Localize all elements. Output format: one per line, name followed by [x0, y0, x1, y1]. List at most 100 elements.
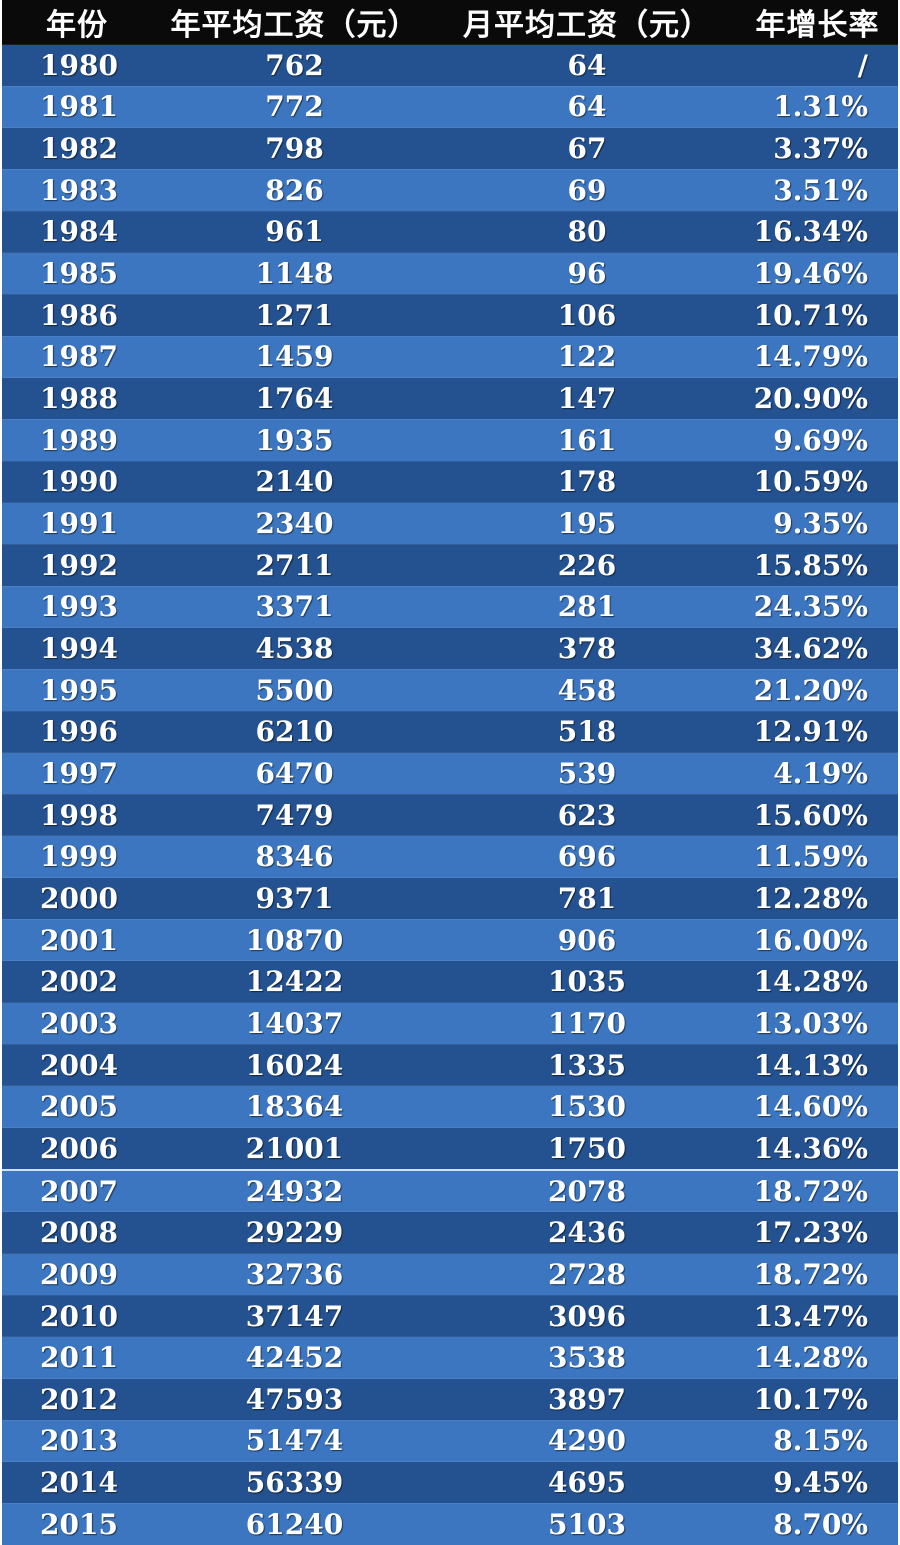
- annual-wage-cell: 826: [152, 168, 437, 212]
- table-row: 1990 2140 178 10.59%: [2, 460, 898, 503]
- year-cell: 2004: [2, 1043, 152, 1086]
- year-cell: 1988: [2, 377, 152, 420]
- growth-rate-cell: 8.70%: [737, 1502, 898, 1545]
- annual-wage-cell: 10870: [152, 918, 437, 961]
- monthly-wage-cell: 539: [437, 752, 737, 795]
- monthly-wage-cell: 96: [437, 252, 737, 295]
- annual-wage-cell: 51474: [152, 1419, 437, 1462]
- growth-rate-cell: 21.20%: [737, 668, 898, 711]
- table-row: 1988 1764 147 20.90%: [2, 377, 898, 420]
- table-row: 1980 762 64/: [2, 44, 898, 87]
- year-cell: 2001: [2, 918, 152, 961]
- growth-rate-cell: 17.23%: [737, 1211, 898, 1254]
- table-row: 1987 1459 122 14.79%: [2, 335, 898, 378]
- header-row: 年份 年平均工资（元） 月平均工资（元） 年增长率: [2, 0, 898, 45]
- growth-rate-cell: 24.35%: [737, 585, 898, 628]
- header-year: 年份: [2, 0, 152, 45]
- annual-wage-cell: 1935: [152, 418, 437, 462]
- growth-rate-cell: 13.47%: [737, 1294, 898, 1337]
- growth-rate-cell: 12.91%: [737, 710, 898, 753]
- table-row: 2006 21001 1750 14.36%: [2, 1127, 898, 1170]
- annual-wage-cell: 1148: [152, 252, 437, 295]
- annual-wage-cell: 42452: [152, 1336, 437, 1379]
- growth-rate-cell: 11.59%: [737, 835, 898, 878]
- table-body: 1980 762 64/1981 772 64 1.31% 1982 798 67 3.37% 19…: [2, 44, 898, 1545]
- year-cell: 2014: [2, 1461, 152, 1504]
- table-row: 1984 961 80 16.34%: [2, 210, 898, 253]
- table-row: 2007 24932 2078 18.72%: [2, 1168, 898, 1212]
- monthly-wage-cell: 67: [437, 127, 737, 170]
- monthly-wage-cell: 906: [437, 918, 737, 961]
- year-cell: 2009: [2, 1253, 152, 1296]
- monthly-wage-cell: 623: [437, 793, 737, 836]
- annual-wage-cell: 772: [152, 85, 437, 128]
- year-cell: 1990: [2, 460, 152, 503]
- table-row: 2012 47593 3897 10.17%: [2, 1378, 898, 1421]
- header-monthly-wage: 月平均工资（元）: [437, 0, 737, 45]
- monthly-wage-cell: 518: [437, 710, 737, 753]
- monthly-wage-cell: 161: [437, 418, 737, 462]
- growth-rate-cell: 18.72%: [737, 1168, 898, 1212]
- annual-wage-cell: 24932: [152, 1168, 437, 1212]
- year-cell: 2012: [2, 1378, 152, 1421]
- table-row: 1997 6470 539 4.19%: [2, 752, 898, 795]
- year-cell: 1992: [2, 543, 152, 587]
- year-cell: 2002: [2, 960, 152, 1003]
- year-cell: 1986: [2, 293, 152, 337]
- monthly-wage-cell: 3897: [437, 1378, 737, 1421]
- growth-rate-cell: 20.90%: [737, 377, 898, 420]
- table-row: 1995 5500 458 21.20%: [2, 668, 898, 711]
- annual-wage-cell: 2711: [152, 543, 437, 587]
- annual-wage-cell: 56339: [152, 1461, 437, 1504]
- table-row: 1983 826 69 3.51%: [2, 168, 898, 212]
- growth-rate-cell: 9.69%: [737, 418, 898, 462]
- monthly-wage-cell: 2728: [437, 1253, 737, 1296]
- year-cell: 1991: [2, 502, 152, 545]
- year-cell: 2013: [2, 1419, 152, 1462]
- annual-wage-cell: 9371: [152, 877, 437, 920]
- growth-rate-cell: 18.72%: [737, 1253, 898, 1296]
- monthly-wage-cell: 147: [437, 377, 737, 420]
- year-cell: 2007: [2, 1168, 152, 1212]
- monthly-wage-cell: 1335: [437, 1043, 737, 1086]
- table-row: 2002 12422 1035 14.28%: [2, 960, 898, 1003]
- monthly-wage-cell: 4290: [437, 1419, 737, 1462]
- monthly-wage-cell: 1035: [437, 960, 737, 1003]
- growth-rate-cell: 12.28%: [737, 877, 898, 920]
- monthly-wage-cell: 80: [437, 210, 737, 253]
- annual-wage-cell: 2340: [152, 502, 437, 545]
- monthly-wage-cell: 2078: [437, 1168, 737, 1212]
- growth-rate-cell: 10.59%: [737, 460, 898, 503]
- table-row: 2003 14037 1170 13.03%: [2, 1002, 898, 1045]
- monthly-wage-cell: 5103: [437, 1502, 737, 1545]
- annual-wage-cell: 14037: [152, 1002, 437, 1045]
- annual-wage-cell: 1764: [152, 377, 437, 420]
- table-row: 2000 9371 781 12.28%: [2, 877, 898, 920]
- table-row: 2008 29229 2436 17.23%: [2, 1211, 898, 1254]
- table-row: 2011 42452 3538 14.28%: [2, 1336, 898, 1379]
- year-cell: 1996: [2, 710, 152, 753]
- year-cell: 1994: [2, 627, 152, 670]
- year-cell: 1980: [2, 44, 152, 87]
- annual-wage-cell: 1459: [152, 335, 437, 378]
- monthly-wage-cell: 178: [437, 460, 737, 503]
- table-row: 1981 772 64 1.31%: [2, 85, 898, 128]
- growth-rate-cell: 3.37%: [737, 127, 898, 170]
- table-row: 1994 4538 378 34.62%: [2, 627, 898, 670]
- year-cell: 1984: [2, 210, 152, 253]
- year-cell: 2000: [2, 877, 152, 920]
- annual-wage-cell: 21001: [152, 1127, 437, 1170]
- annual-wage-cell: 6470: [152, 752, 437, 795]
- growth-rate-cell: 10.71%: [737, 293, 898, 337]
- table-row: 1982 798 67 3.37%: [2, 127, 898, 170]
- annual-wage-cell: 2140: [152, 460, 437, 503]
- monthly-wage-cell: 3538: [437, 1336, 737, 1379]
- monthly-wage-cell: 3096: [437, 1294, 737, 1337]
- annual-wage-cell: 762: [152, 44, 437, 87]
- growth-rate-cell: 13.03%: [737, 1002, 898, 1045]
- monthly-wage-cell: 122: [437, 335, 737, 378]
- monthly-wage-cell: 226: [437, 543, 737, 587]
- header-growth-rate: 年增长率: [737, 0, 898, 45]
- annual-wage-cell: 61240: [152, 1502, 437, 1545]
